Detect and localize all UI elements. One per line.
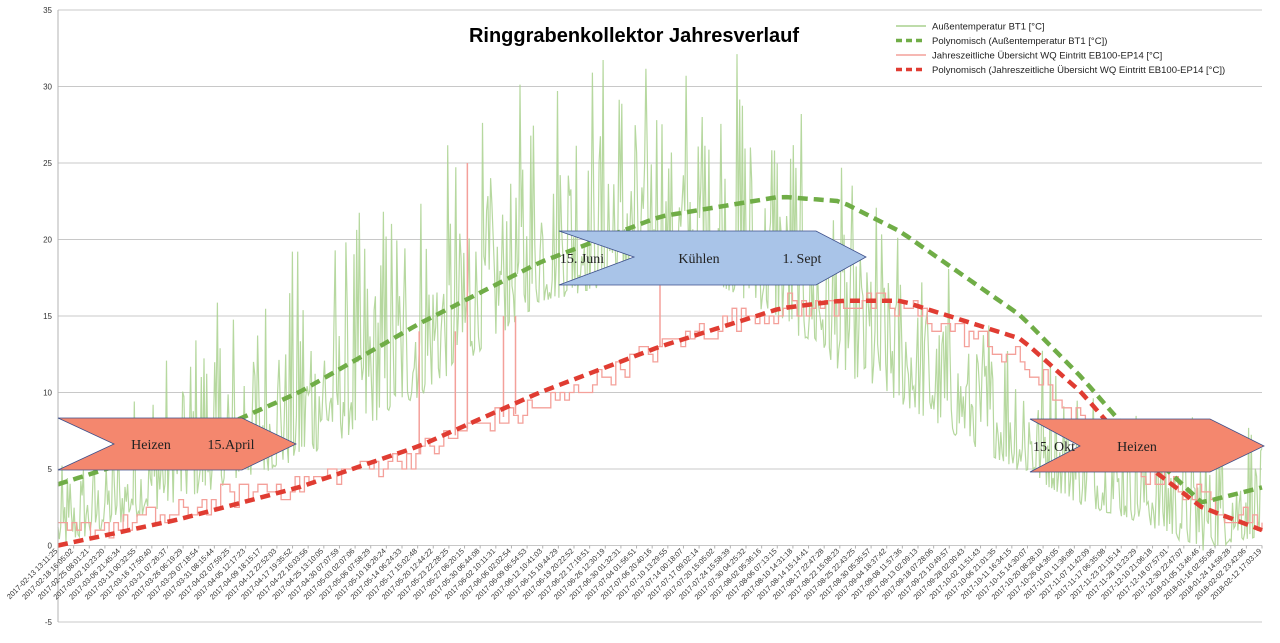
annotation-heizen-left xyxy=(57,417,297,471)
annotation-text: 15. Okt xyxy=(1033,440,1075,455)
y-tick-label: 30 xyxy=(43,83,52,92)
series-wq-eintritt xyxy=(58,292,1263,539)
annotation-text: Kühlen xyxy=(678,252,719,267)
annotation-heizen-right xyxy=(1029,418,1265,473)
legend-label: Jahreszeitliche Übersicht WQ Eintritt EB… xyxy=(932,51,1162,62)
annotation-text: 1. Sept xyxy=(783,252,822,267)
legend-label: Außentemperatur BT1 [°C] xyxy=(932,22,1045,33)
y-tick-label: 35 xyxy=(43,6,52,15)
annotation-text: 15.April xyxy=(207,438,254,453)
annotation-layer: Heizen 15.April 15. Juni Kühlen 1. Sept 15. O… xyxy=(57,230,1265,473)
annotation-text: 15. Juni xyxy=(560,252,604,267)
chart-title: Ringgrabenkollektor Jahresverlauf xyxy=(469,25,799,47)
legend: Außentemperatur BT1 [°C] Polynomisch (Auß… xyxy=(896,22,1225,76)
y-tick-label: 15 xyxy=(43,312,52,321)
legend-label: Polynomisch (Außentemperatur BT1 [°C]) xyxy=(932,36,1107,47)
y-tick-label: 20 xyxy=(43,236,52,245)
y-tick-label: -5 xyxy=(45,618,53,627)
y-tick-label: 10 xyxy=(43,389,52,398)
series-polynomisch-aussentemperatur xyxy=(57,194,1263,505)
series-layer xyxy=(57,54,1263,551)
annotation-text: Heizen xyxy=(1117,440,1157,455)
y-tick-label: 5 xyxy=(48,465,53,474)
y-tick-label: 0 xyxy=(48,542,53,551)
annotation-text: Heizen xyxy=(131,438,171,453)
series-polynomisch-wq-eintritt xyxy=(57,298,1263,548)
y-tick-label: 25 xyxy=(43,159,52,168)
legend-label: Polynomisch (Jahreszeitliche Übersicht W… xyxy=(932,65,1225,76)
annotation-kuehlen xyxy=(558,230,867,286)
